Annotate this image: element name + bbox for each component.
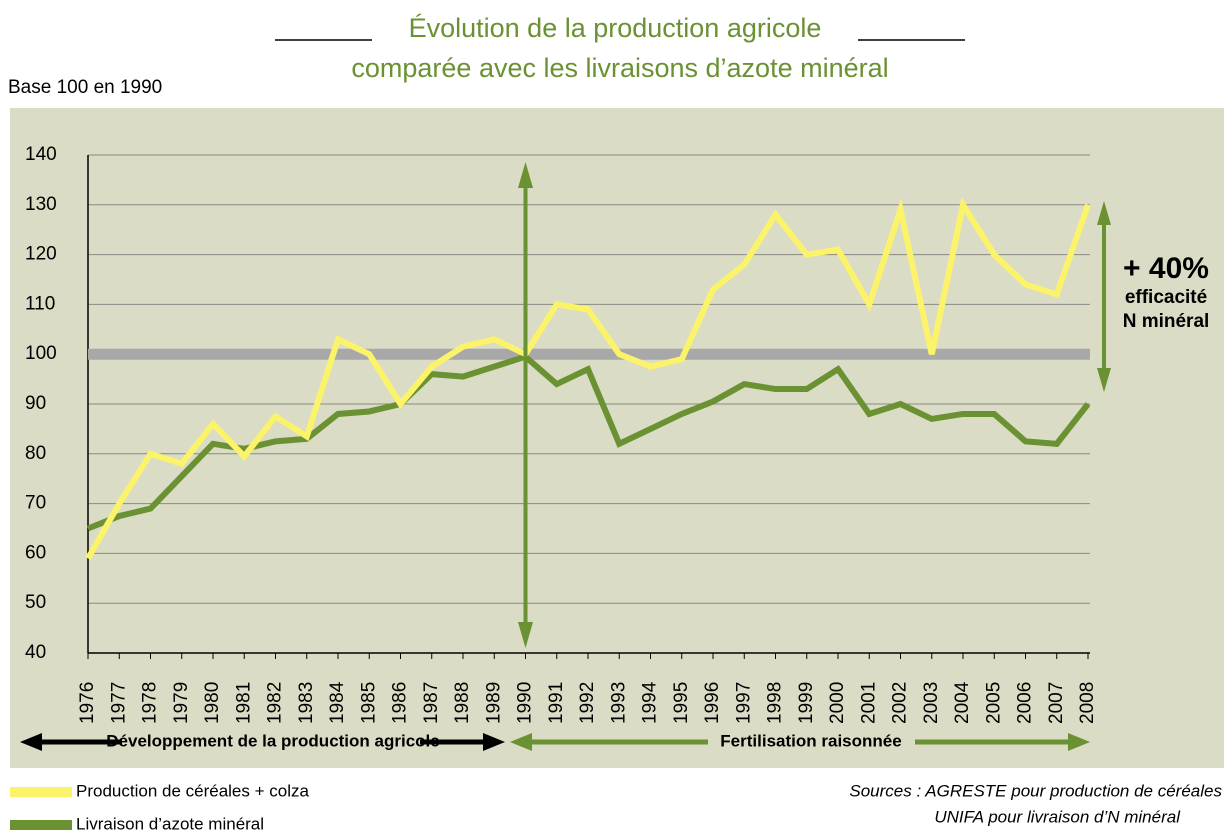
x-tick-label: 2007	[1046, 682, 1067, 724]
x-tick-label: 2001	[858, 682, 879, 724]
x-tick-label: 1991	[546, 682, 567, 724]
legend-swatch	[10, 787, 72, 797]
legend-label: Livraison d’azote minéral	[76, 814, 264, 830]
x-tick-label: 1999	[796, 682, 817, 724]
gap-arrow	[1097, 201, 1111, 392]
phase-label: Fertilisation raisonnée	[720, 731, 901, 750]
x-tick-label: 1984	[327, 681, 348, 724]
x-tick-label: 1995	[671, 682, 692, 724]
y-tick-label: 110	[25, 293, 55, 314]
y-tick-label: 40	[25, 642, 46, 663]
x-tick-label: 1981	[233, 682, 254, 724]
plot: 40 50 60 70 80 90 100 110 120 130 140 1976 1977 1978 1…	[25, 144, 1098, 724]
x-tick-label: 2005	[983, 682, 1004, 724]
annotation: efficacité	[1125, 287, 1207, 308]
y-tick-label: 80	[25, 443, 46, 464]
x-tick-label: 1979	[171, 682, 192, 724]
y-axis-label: Base 100 en 1990	[8, 77, 162, 98]
y-tick-label: 130	[25, 194, 57, 215]
y-tick-label: 120	[25, 244, 57, 265]
divider-arrow	[518, 162, 533, 648]
x-tick-label: 1998	[765, 682, 786, 724]
x-tick-label: 2002	[890, 682, 911, 724]
annotation: + 40%	[1123, 252, 1209, 285]
y-tick-label: 90	[25, 393, 46, 414]
y-tick-label: 100	[25, 343, 57, 364]
x-tick-label: 1992	[577, 682, 598, 724]
y-tick-label: 70	[25, 493, 46, 514]
source: Sources : AGRESTE pour production de cér…	[849, 781, 1222, 800]
chart-title: Évolution de la production agricole	[409, 13, 822, 43]
x-tick-label: 1994	[640, 681, 661, 724]
phase-arrow	[510, 733, 1090, 751]
y-tick-label: 60	[25, 542, 46, 563]
series-line	[85, 196, 1091, 560]
x-tick-label: 1997	[733, 682, 754, 724]
x-tick-label: 2000	[827, 682, 848, 724]
x-tick-label: 1989	[483, 682, 504, 724]
x-tick-label: 1982	[265, 682, 286, 724]
x-tick-label: 1988	[452, 682, 473, 724]
y-tick-label: 50	[25, 592, 46, 613]
legend-label: Production de céréales + colza	[76, 781, 309, 800]
x-tick-label: 2003	[921, 682, 942, 724]
x-tick-label: 1977	[108, 682, 129, 724]
phase-label: Développement de la production agricole	[106, 731, 439, 750]
x-tick-label: 1980	[202, 682, 223, 724]
x-tick-label: 1985	[358, 682, 379, 724]
legend: Production de céréales + colza Livraison …	[10, 781, 309, 830]
phase-arrow	[20, 733, 505, 751]
legend-swatch	[10, 820, 72, 830]
x-tick-label: 2006	[1015, 682, 1036, 724]
annotation: N minéral	[1123, 311, 1210, 332]
x-tick-label: 2004	[952, 681, 973, 724]
x-tick-label: 1986	[390, 682, 411, 724]
source: UNIFA pour livraison d’N minéral	[934, 807, 1181, 826]
x-tick-label: 1990	[515, 682, 536, 724]
x-tick-label: 1993	[608, 682, 629, 724]
x-tick-label: 1987	[421, 682, 442, 724]
x-tick-label: 1996	[702, 682, 723, 724]
x-tick-label: 2008	[1077, 682, 1098, 724]
x-tick-label: 1976	[77, 682, 98, 724]
x-tick-label: 1978	[140, 682, 161, 724]
y-tick-label: 140	[25, 144, 57, 165]
x-tick-label: 1983	[296, 682, 317, 724]
chart-subtitle: comparée avec les livraisons d’azote min…	[351, 53, 888, 83]
